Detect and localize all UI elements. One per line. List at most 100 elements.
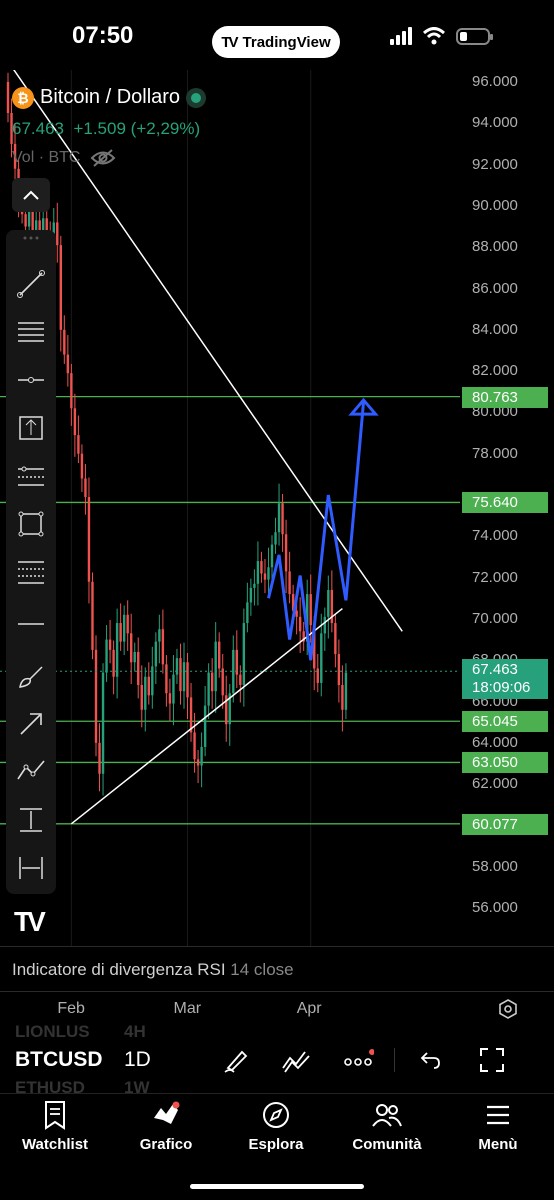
tradingview-pill-label: TradingView <box>242 33 331 51</box>
candle-body <box>63 329 66 355</box>
more-dots-icon <box>344 1049 374 1066</box>
candle-body <box>253 583 256 588</box>
drawing-button[interactable] <box>216 1040 256 1080</box>
ray-icon <box>18 623 44 625</box>
ghost-interval-bottom: 1W <box>124 1078 150 1097</box>
candle-body <box>313 625 316 669</box>
fib-retracement-tool[interactable] <box>11 312 51 352</box>
symbol-legend[interactable]: ₿ Bitcoin / Dollaro <box>12 86 207 109</box>
candle-body <box>295 610 298 617</box>
price-range-tool[interactable] <box>11 800 51 840</box>
candle-body <box>260 561 263 574</box>
ghost-symbol-top: LIONLUS <box>15 1022 90 1041</box>
volume-legend[interactable]: Vol · BTC <box>12 148 116 168</box>
nav-watchlist[interactable]: Watchlist <box>5 1100 105 1160</box>
candle-body <box>203 705 207 747</box>
wifi-icon <box>422 27 446 45</box>
time-label: Apr <box>296 1000 322 1017</box>
candle-body <box>70 373 73 409</box>
price-tick: 74.000 <box>472 527 518 545</box>
brush-tool[interactable] <box>11 656 51 696</box>
legend-change-pct: (+2,29%) <box>130 119 201 138</box>
cellular-signal-icon <box>390 27 412 45</box>
collapse-toolbar-button[interactable] <box>12 178 50 212</box>
candle-body <box>175 658 179 675</box>
indicator-params: 14 close <box>230 960 294 979</box>
arrow-tool[interactable] <box>11 704 51 744</box>
settings-hexagon-icon[interactable] <box>496 997 520 1021</box>
fullscreen-icon <box>480 1048 504 1072</box>
rectangle-icon <box>18 511 44 537</box>
drawing-toolbar <box>6 230 56 894</box>
pitchfork-tool[interactable] <box>11 552 51 592</box>
price-tick: 72.000 <box>472 568 518 586</box>
home-indicator[interactable] <box>190 1184 364 1189</box>
candle-body <box>59 245 62 330</box>
trend-line-tool[interactable] <box>11 264 51 304</box>
nav-label: Esplora <box>248 1136 304 1153</box>
interval-selector[interactable]: 1D <box>124 1048 151 1071</box>
horizontal-line-tool[interactable] <box>11 360 51 400</box>
candle-body <box>101 672 105 774</box>
candle-body <box>263 573 267 580</box>
indicator-legend[interactable]: Indicatore di divergenza RSI 14 close <box>12 960 294 980</box>
nav-esplora[interactable]: Esplora <box>226 1100 326 1160</box>
candle-body <box>122 614 126 642</box>
battery-icon <box>456 27 493 45</box>
time-label: Mar <box>173 1000 202 1017</box>
candle-body <box>210 672 214 692</box>
candle-body <box>87 497 91 582</box>
path-tool[interactable] <box>11 750 51 790</box>
nav-label: Menù <box>478 1136 518 1153</box>
undo-icon <box>420 1052 440 1069</box>
market-open-icon <box>186 87 207 108</box>
more-button[interactable] <box>338 1040 378 1080</box>
parallel-channel-tool[interactable] <box>11 456 51 496</box>
price-tick: 90.000 <box>472 196 518 214</box>
nav-comunita[interactable]: Comunità <box>337 1100 437 1160</box>
candle-body <box>80 453 84 479</box>
nav-label: Watchlist <box>21 1136 89 1153</box>
candle-body <box>94 649 98 743</box>
indicator-name: Indicatore di divergenza RSI <box>12 960 226 979</box>
symbol-name: Bitcoin / Dollaro <box>40 86 181 108</box>
community-icon <box>372 1104 402 1127</box>
ghost-interval-top: 4H <box>124 1022 146 1041</box>
rectangle-tool[interactable] <box>11 504 51 544</box>
compass-icon <box>263 1102 289 1128</box>
nav-grafico[interactable]: Grafico <box>116 1100 216 1160</box>
candle-body <box>200 746 203 766</box>
candle-body <box>281 503 284 535</box>
horizontal-line-icon <box>18 377 44 383</box>
fullscreen-button[interactable] <box>472 1040 512 1080</box>
candle-body <box>10 112 13 144</box>
projection-path <box>267 401 366 661</box>
volume-label: Vol · BTC <box>12 149 81 166</box>
candle-body <box>27 210 31 227</box>
ray-tool[interactable] <box>11 604 51 644</box>
candle-body <box>108 639 112 650</box>
tradingview-pill[interactable]: TV TradingView <box>212 26 340 58</box>
candle-body <box>214 641 217 692</box>
candle-body <box>151 666 154 696</box>
eye-hidden-icon[interactable] <box>90 148 116 168</box>
chart-icon <box>154 1101 180 1124</box>
candle-body <box>277 503 281 533</box>
fib-lines-icon <box>18 322 44 342</box>
drag-dots-icon <box>23 236 39 240</box>
indicators-button[interactable] <box>276 1040 316 1080</box>
date-range-tool[interactable] <box>11 848 51 888</box>
undo-button[interactable] <box>410 1040 450 1080</box>
pane-divider[interactable] <box>0 946 554 947</box>
candle-body <box>291 594 295 611</box>
candle-body <box>133 651 136 663</box>
toolbar-drag-handle[interactable] <box>11 230 51 246</box>
candle-body <box>274 532 277 545</box>
ghost-symbol-bottom: ETHUSD <box>15 1078 85 1097</box>
nav-menu[interactable]: Menù <box>448 1100 548 1160</box>
symbol-selector[interactable]: BTCUSD <box>15 1048 103 1071</box>
candle-body <box>24 214 27 227</box>
trendline-up[interactable] <box>70 607 343 825</box>
time-label: Feb <box>57 1000 85 1017</box>
long-position-tool[interactable] <box>11 408 51 448</box>
